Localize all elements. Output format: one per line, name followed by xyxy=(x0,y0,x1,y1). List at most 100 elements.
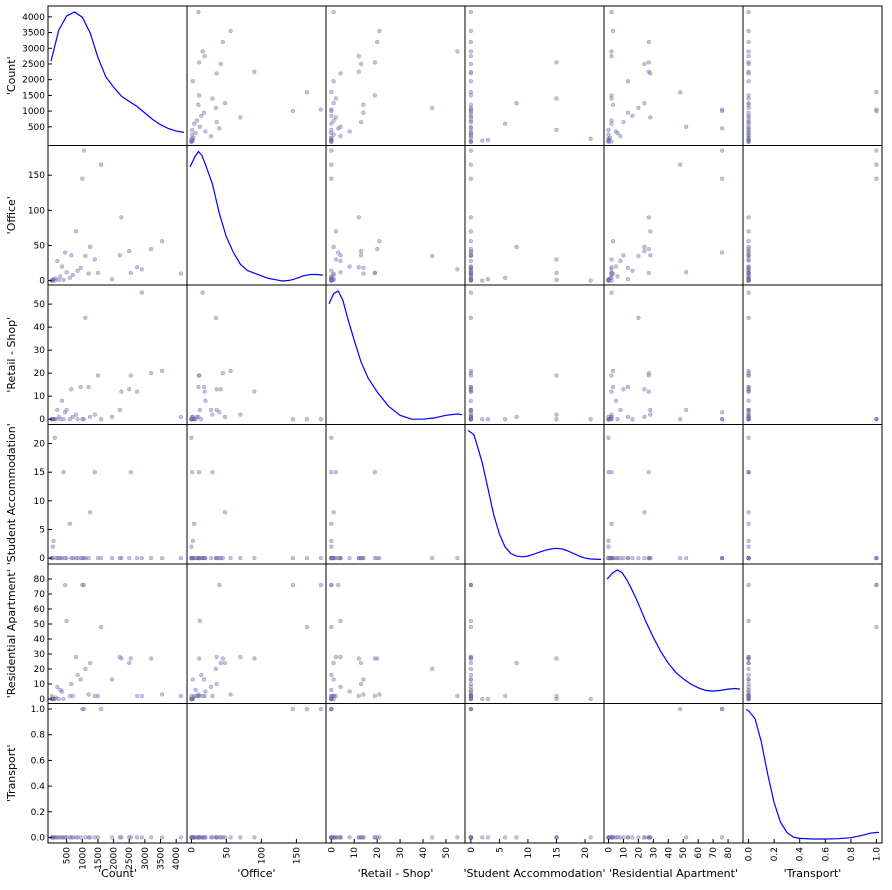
y-tick-label: 30 xyxy=(34,346,46,356)
data-point xyxy=(119,835,124,840)
data-point xyxy=(609,290,614,295)
data-point xyxy=(70,555,76,561)
data-point xyxy=(98,417,104,422)
data-point xyxy=(468,835,474,840)
data-point xyxy=(318,417,324,422)
data-point xyxy=(746,124,751,129)
cell-4-4 xyxy=(603,563,744,704)
x-axis-label: 'Office' xyxy=(237,867,275,880)
data-point xyxy=(746,39,751,45)
data-point xyxy=(372,60,378,65)
data-point xyxy=(615,417,620,422)
data-point xyxy=(333,115,339,120)
data-point xyxy=(468,250,474,255)
data-point xyxy=(50,544,56,549)
data-point xyxy=(746,229,751,234)
cell-0-3 xyxy=(464,5,605,146)
data-point xyxy=(358,835,364,840)
data-point xyxy=(684,835,689,840)
data-point xyxy=(329,521,334,526)
data-point xyxy=(636,835,641,840)
data-point xyxy=(554,417,559,422)
y-tick-label: 50 xyxy=(34,300,46,310)
data-point xyxy=(485,835,491,840)
data-point xyxy=(83,835,88,840)
data-point xyxy=(134,835,140,840)
cell-2-3 xyxy=(464,284,605,425)
data-point xyxy=(609,835,614,840)
cell-frame xyxy=(742,424,883,565)
data-point xyxy=(329,687,334,693)
data-point xyxy=(197,407,202,413)
data-point xyxy=(625,277,631,282)
data-point xyxy=(606,555,611,561)
data-point xyxy=(874,624,879,630)
data-point xyxy=(606,835,611,840)
data-point xyxy=(59,398,65,403)
data-point xyxy=(189,696,194,702)
data-point xyxy=(678,706,683,712)
data-point xyxy=(468,119,474,125)
data-point xyxy=(329,148,334,153)
data-point xyxy=(336,250,341,255)
data-point xyxy=(468,417,474,422)
data-point xyxy=(356,69,361,74)
data-point xyxy=(356,656,361,661)
x-tick-label: 40 xyxy=(419,847,429,859)
cell-0-5 xyxy=(742,5,883,146)
data-point xyxy=(69,555,74,561)
data-point xyxy=(719,108,725,114)
data-point xyxy=(719,107,725,112)
y-tick-label: 0 xyxy=(39,415,45,425)
data-point xyxy=(318,555,324,561)
data-point xyxy=(347,835,352,840)
data-point xyxy=(87,660,93,666)
data-point xyxy=(430,666,435,672)
data-point xyxy=(358,253,364,258)
data-point xyxy=(609,118,614,123)
data-point xyxy=(554,693,559,699)
data-point xyxy=(746,101,751,106)
data-point xyxy=(630,555,635,561)
x-tick-label: 40 xyxy=(664,847,674,859)
data-point xyxy=(331,835,336,840)
data-point xyxy=(514,835,519,840)
y-tick-label: 40 xyxy=(34,635,46,645)
data-point xyxy=(625,110,631,115)
data-point xyxy=(95,555,101,561)
data-point xyxy=(58,274,63,279)
data-point xyxy=(86,835,91,840)
data-point xyxy=(333,555,339,561)
y-tick-label: 3500 xyxy=(22,29,45,39)
data-point xyxy=(377,692,382,697)
y-tick-label: 500 xyxy=(28,123,45,133)
data-point xyxy=(746,510,751,515)
data-point xyxy=(178,693,184,699)
data-point xyxy=(358,681,364,687)
y-axis-label: 'Count' xyxy=(5,56,18,95)
data-point xyxy=(636,253,641,259)
data-point xyxy=(361,555,366,561)
data-point xyxy=(336,126,341,131)
cell-frame xyxy=(325,284,466,425)
data-point xyxy=(199,672,204,678)
data-point xyxy=(356,693,361,699)
data-point xyxy=(554,257,559,262)
data-point xyxy=(468,139,474,145)
data-point xyxy=(588,136,593,141)
x-tick-label: 20 xyxy=(373,847,383,859)
data-point xyxy=(609,555,614,561)
data-point xyxy=(646,69,651,74)
cell-frame xyxy=(464,424,605,565)
data-point xyxy=(119,555,124,561)
data-point xyxy=(338,253,343,258)
data-point xyxy=(220,39,226,45)
data-point xyxy=(81,706,87,712)
data-point xyxy=(514,414,519,420)
y-tick-label: 80 xyxy=(34,575,46,585)
data-point xyxy=(648,115,653,120)
data-point xyxy=(746,692,751,697)
data-point xyxy=(197,618,202,624)
data-point xyxy=(678,90,683,95)
data-point xyxy=(73,835,79,840)
